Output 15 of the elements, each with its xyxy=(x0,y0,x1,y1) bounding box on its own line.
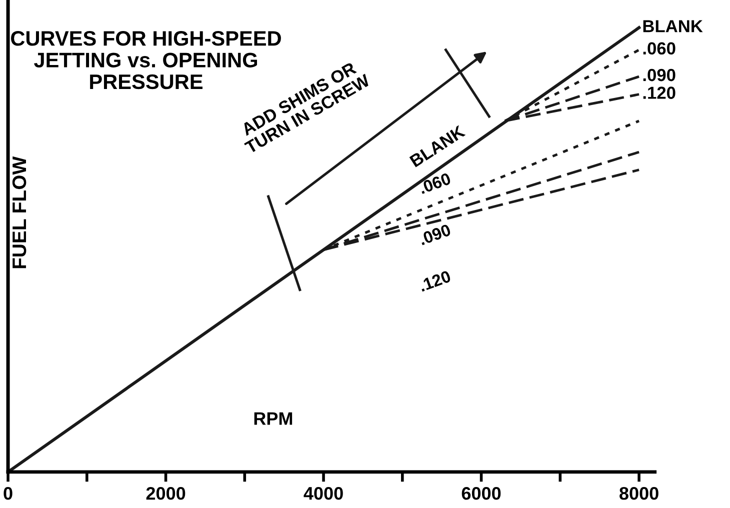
x-tick-label: 8000 xyxy=(620,486,658,500)
text: .060 xyxy=(418,172,452,194)
series-label: BLANK xyxy=(643,20,703,32)
x-tick-label: 4000 xyxy=(304,486,343,500)
x-tick-label: 6000 xyxy=(462,486,501,500)
series-label: .060 xyxy=(643,42,676,55)
x-tick-label: 2000 xyxy=(146,486,186,500)
x-axis-title: RPM xyxy=(254,412,292,425)
text: CURVES FOR HIGH-SPEED JETTING vs. OPENING PRESSURE xyxy=(11,31,281,90)
text: .090 xyxy=(418,224,452,246)
series-label: .090 xyxy=(643,68,676,82)
text: .120 xyxy=(418,270,452,292)
series-label: .120 xyxy=(643,86,676,99)
y-axis-title: FUEL FLOW xyxy=(12,156,26,268)
x-tick-label: 0 xyxy=(4,486,12,500)
